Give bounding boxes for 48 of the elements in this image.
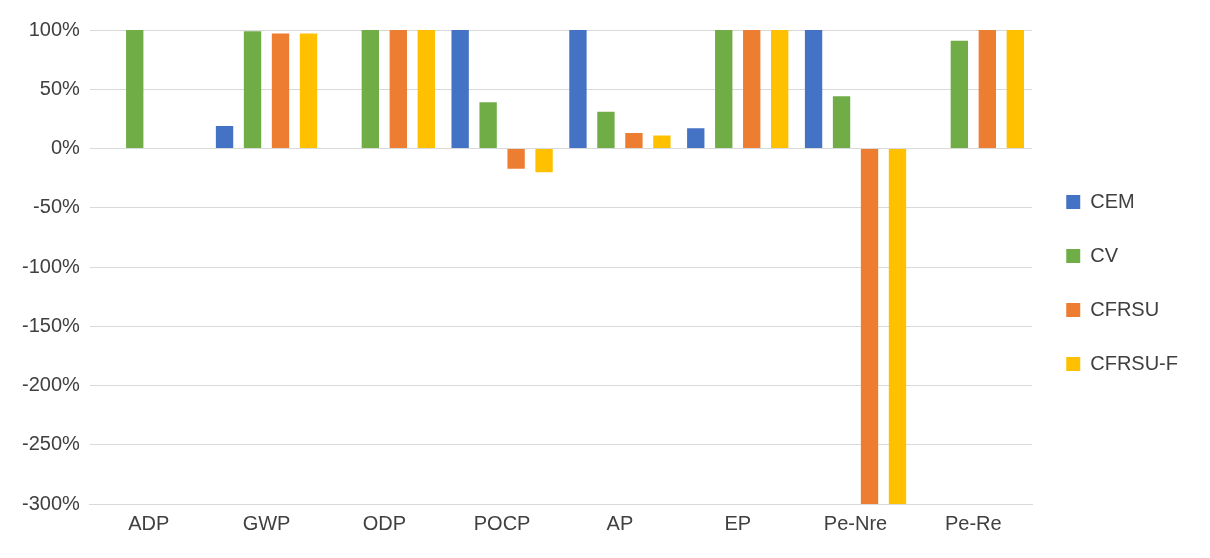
bar xyxy=(597,111,615,148)
bar xyxy=(625,133,643,148)
bar xyxy=(389,30,407,148)
y-tick-label: -250% xyxy=(22,432,81,455)
legend-label: CFRSU-F xyxy=(1090,351,1178,374)
bar xyxy=(299,33,318,148)
x-tick-label: ADP xyxy=(128,511,170,534)
x-tick-label: AP xyxy=(606,511,634,534)
x-tick-label: GWP xyxy=(242,511,291,534)
bar xyxy=(950,40,969,148)
x-tick-label: ODP xyxy=(362,511,406,534)
bar xyxy=(417,30,435,148)
bar xyxy=(715,30,733,148)
bar xyxy=(771,30,789,148)
y-tick-label: -100% xyxy=(22,254,81,277)
bar xyxy=(888,149,907,504)
y-tick-label: 100% xyxy=(28,17,81,40)
bar xyxy=(804,30,823,148)
y-tick-label: -300% xyxy=(22,491,81,514)
bar xyxy=(860,149,879,504)
bar xyxy=(215,125,234,148)
bar xyxy=(743,30,761,148)
legend-label: CV xyxy=(1090,243,1119,266)
bar xyxy=(361,30,379,148)
bar xyxy=(535,149,553,173)
bar xyxy=(687,128,705,148)
bar xyxy=(243,31,262,148)
y-tick-label: 0% xyxy=(50,136,81,159)
y-tick-label: -50% xyxy=(33,195,81,218)
bar xyxy=(126,30,144,148)
legend-label: CEM xyxy=(1090,189,1135,212)
bar xyxy=(271,33,290,148)
y-tick-label: -200% xyxy=(22,373,81,396)
bar xyxy=(832,96,851,148)
bar xyxy=(507,149,525,169)
legend-label: CFRSU xyxy=(1090,297,1160,320)
bar xyxy=(479,102,497,148)
x-tick-label: Pe-Nre xyxy=(823,511,888,534)
x-tick-label: Pe-Re xyxy=(944,511,1002,534)
bar xyxy=(1006,30,1024,148)
x-tick-label: EP xyxy=(724,511,752,534)
x-tick-label: POCP xyxy=(473,511,531,534)
y-tick-label: -150% xyxy=(22,313,81,336)
y-tick-label: 50% xyxy=(39,76,81,99)
bar xyxy=(978,30,996,148)
bar xyxy=(451,30,469,148)
bar xyxy=(569,30,587,148)
bar xyxy=(653,135,671,148)
